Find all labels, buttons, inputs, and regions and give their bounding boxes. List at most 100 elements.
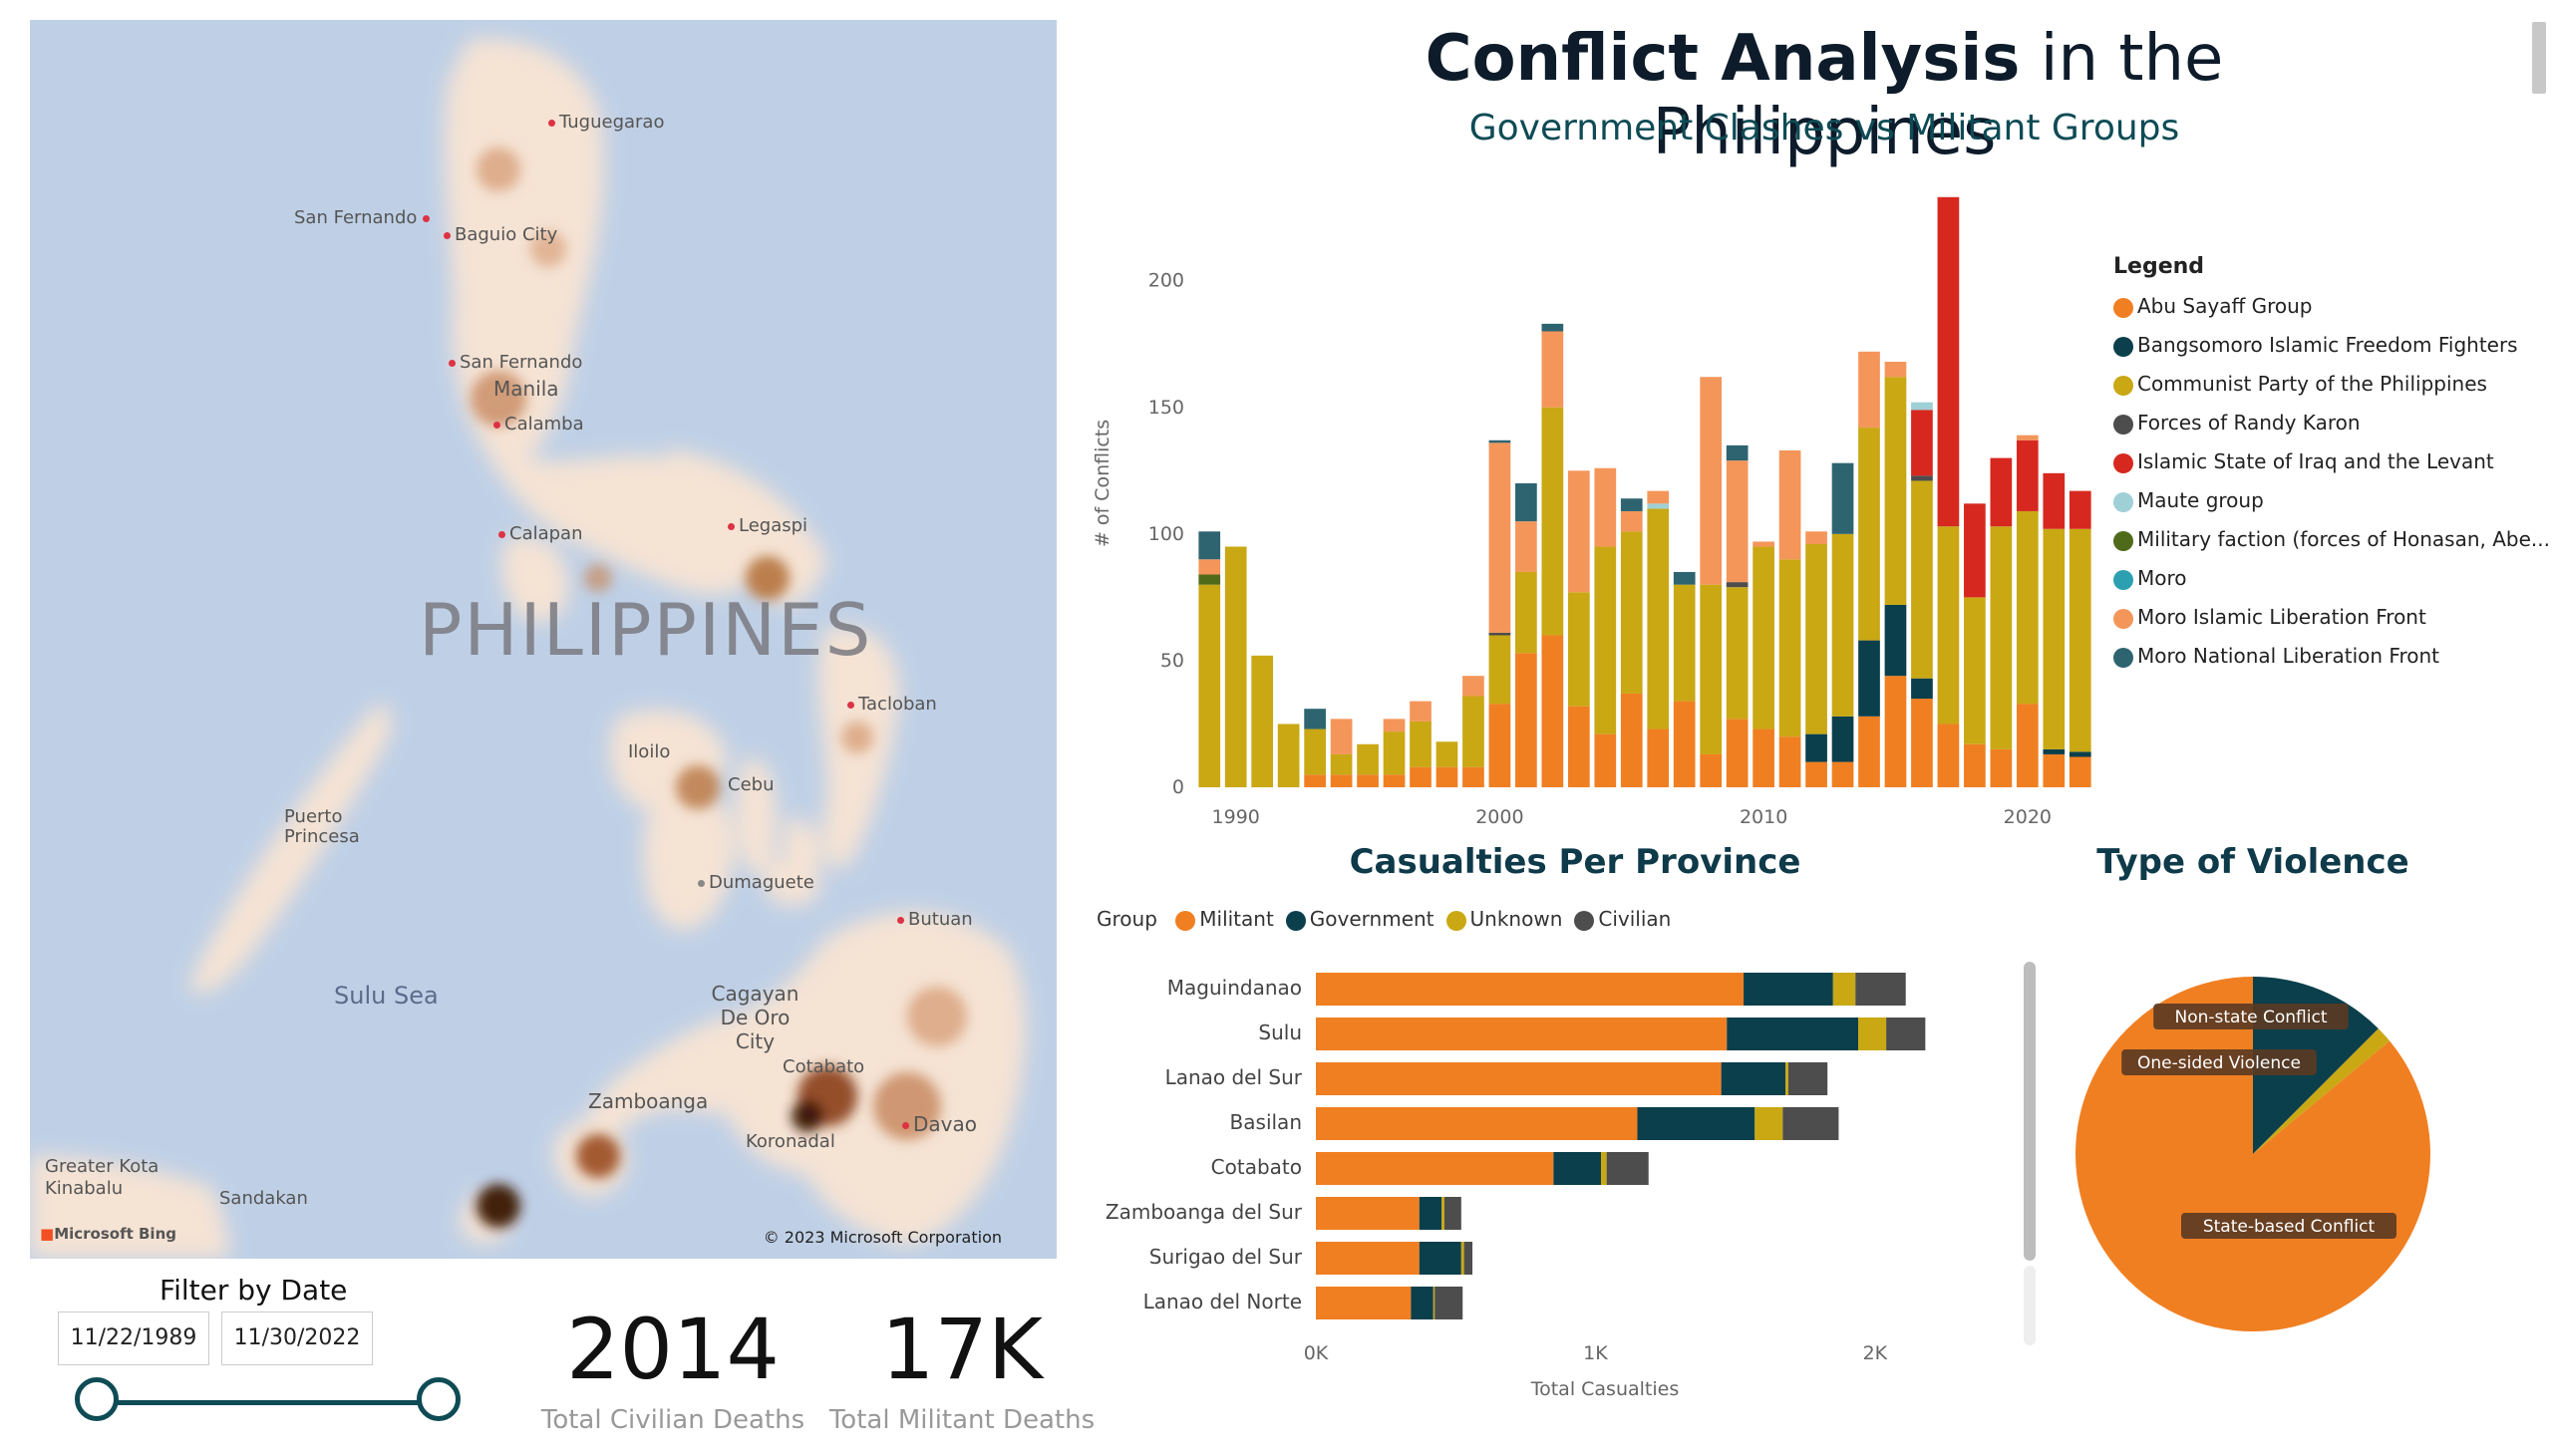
- legend-item[interactable]: Maute group: [2113, 488, 2542, 512]
- bar-segment: [1620, 510, 1643, 532]
- legend-item[interactable]: Government: [1285, 907, 1435, 931]
- bar-segment: [1410, 721, 1432, 767]
- bar-segment: [1805, 531, 1827, 544]
- legend-item[interactable]: Moro National Liberation Front: [2113, 644, 2542, 668]
- kpi-civilian-deaths-label: Total Civilian Deaths: [540, 1405, 805, 1435]
- y-axis-label: # of Conflicts: [1092, 420, 1114, 547]
- bar-segment: [2016, 704, 2039, 787]
- bar-segment: [1316, 1287, 1412, 1319]
- bar-segment: [2016, 439, 2039, 511]
- x-tick-label: 2000: [1475, 806, 1523, 828]
- bar-segment: [1911, 480, 1933, 679]
- legend-swatch: [2113, 491, 2133, 512]
- bar-segment: [1990, 748, 2013, 787]
- bar-segment: [1601, 1152, 1607, 1185]
- province-chart-scrollbar[interactable]: [2024, 962, 2036, 1261]
- legend-item[interactable]: Communist Party of the Philippines: [2113, 372, 2542, 396]
- bar-segment: [1357, 774, 1379, 787]
- bar-segment: [1316, 1062, 1722, 1095]
- conflicts-column-chart[interactable]: # of Conflicts 0 50 100 150 200 1990 2000 2010 20…: [1087, 179, 2103, 837]
- legend-item[interactable]: Civilian: [1574, 907, 1671, 931]
- legend-swatch: [2113, 297, 2133, 318]
- date-slider-start-handle[interactable]: [75, 1377, 119, 1421]
- bar-segment: [1462, 676, 1484, 697]
- bar-segment: [1753, 728, 1774, 787]
- bar-segment: [1744, 973, 1833, 1006]
- bar-segment: [1831, 761, 1854, 787]
- bar-segment: [1787, 1062, 1828, 1095]
- bar-segment: [1198, 574, 1221, 585]
- legend-item[interactable]: Unknown: [1445, 907, 1562, 931]
- start-date-input[interactable]: 11/22/1989: [58, 1311, 209, 1365]
- violence-pie-chart[interactable]: State-based Conflict One-sided Violence No…: [2074, 957, 2432, 1335]
- x-tick-label: 1990: [1212, 806, 1260, 828]
- province-label: Zamboanga del Sur: [1106, 1200, 1303, 1224]
- end-date-input[interactable]: 11/30/2022: [221, 1311, 373, 1365]
- legend-label: Moro Islamic Liberation Front: [2137, 605, 2426, 629]
- bar-segment: [1316, 1242, 1420, 1275]
- city-label: Tuguegarao: [548, 112, 664, 133]
- date-slider-end-handle[interactable]: [417, 1377, 461, 1421]
- date-slider-track[interactable]: [100, 1400, 439, 1405]
- bar-segment: [1785, 1062, 1788, 1095]
- map-visual[interactable]: PHILIPPINES Sulu Sea Tuguegarao San Fern…: [30, 20, 1057, 1259]
- y-tick-label: 150: [1148, 397, 1184, 419]
- province-label: Basilan: [1230, 1110, 1302, 1134]
- bar-segment: [1488, 632, 1511, 636]
- province-bar-chart[interactable]: Maguindanao Sulu Lanao del Sur Basilan Cotab…: [1087, 957, 2044, 1415]
- column-chart-legend: Legend Abu Sayaff Group Bangsomoro Islami…: [2113, 254, 2550, 668]
- bar-segment: [1436, 741, 1458, 767]
- bar-segment: [1884, 377, 1907, 605]
- bar-segment: [1410, 766, 1432, 787]
- bar-segment: [2069, 490, 2091, 529]
- city-label: Tacloban: [847, 694, 937, 715]
- bar-segment: [1721, 1062, 1786, 1095]
- city-label: Greater Kota Kinabalu: [45, 1156, 160, 1199]
- bar-segment: [1673, 701, 1696, 787]
- legend-label: Communist Party of the Philippines: [2137, 372, 2487, 396]
- bar-segment: [1488, 704, 1511, 787]
- legend-item[interactable]: Militant: [1175, 907, 1274, 931]
- bar-segment: [1567, 470, 1590, 593]
- bar-segment: [1515, 483, 1537, 522]
- legend-item[interactable]: Abu Sayaff Group: [2113, 294, 2542, 318]
- x-tick-label: 2020: [2004, 806, 2052, 828]
- bar-segment: [1778, 559, 1801, 737]
- legend-item[interactable]: Forces of Randy Karon: [2113, 411, 2542, 435]
- bar-segment: [1911, 475, 1933, 481]
- legend-item[interactable]: Bangsomoro Islamic Freedom Fighters: [2113, 333, 2542, 357]
- pie-data-label-bg: [2153, 1004, 2349, 1029]
- bar-segment: [1964, 743, 1986, 787]
- map-canvas: [30, 38, 1026, 1259]
- bar-segment: [1886, 1018, 1926, 1050]
- bar-segment: [1831, 533, 1854, 717]
- bar-segment: [1330, 753, 1353, 775]
- bar-segment: [1754, 1107, 1783, 1140]
- bar-segment: [1727, 1018, 1859, 1050]
- bar-segment: [1330, 774, 1353, 787]
- pie-data-label: State-based Conflict: [2203, 1217, 2376, 1237]
- sea-label: Sulu Sea: [334, 982, 439, 1010]
- bar-segment: [1726, 719, 1749, 787]
- bar-segment: [1462, 766, 1484, 787]
- legend-item[interactable]: Moro: [2113, 566, 2542, 590]
- bar-segment: [1858, 428, 1880, 641]
- province-label: Surigao del Sur: [1149, 1245, 1303, 1269]
- city-label: Iloilo: [628, 741, 671, 762]
- legend-label: Civilian: [1598, 907, 1672, 931]
- x-tick-label: 2K: [1863, 1342, 1888, 1364]
- legend-item[interactable]: Moro Islamic Liberation Front: [2113, 605, 2542, 629]
- legend-item[interactable]: Islamic State of Iraq and the Levant: [2113, 449, 2542, 473]
- legend-item[interactable]: Military faction (forces of Honasan, Abe…: [2113, 527, 2550, 551]
- bar-segment: [1937, 724, 1960, 787]
- map-copyright: © 2023 Microsoft Corporation: [763, 1228, 1002, 1247]
- bar-segment: [1858, 1018, 1887, 1050]
- page-scrollbar[interactable]: [2532, 22, 2546, 94]
- bar-segment: [1419, 1197, 1442, 1230]
- legend-label: Abu Sayaff Group: [2137, 294, 2313, 318]
- city-label: Calapan: [498, 523, 583, 544]
- legend-label: Bangsomoro Islamic Freedom Fighters: [2137, 333, 2518, 357]
- bar-segment: [1436, 766, 1458, 787]
- city-label: Puerto Princesa: [284, 806, 360, 847]
- bar-segment: [1753, 541, 1774, 547]
